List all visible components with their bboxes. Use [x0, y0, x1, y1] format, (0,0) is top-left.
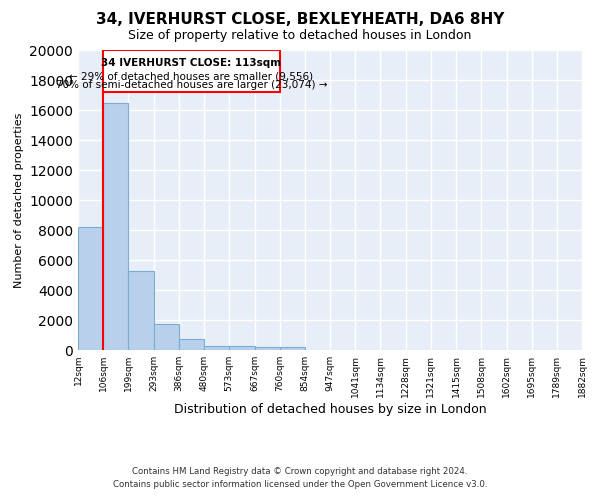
Text: ← 29% of detached houses are smaller (9,556): ← 29% of detached houses are smaller (9,… — [70, 71, 314, 81]
Text: 70% of semi-detached houses are larger (23,074) →: 70% of semi-detached houses are larger (… — [56, 80, 327, 90]
Bar — [254, 347, 280, 350]
FancyBboxPatch shape — [103, 50, 280, 92]
Y-axis label: Number of detached properties: Number of detached properties — [14, 112, 23, 288]
Bar — [128, 270, 154, 350]
Bar — [78, 227, 103, 350]
Bar — [204, 346, 229, 350]
Bar — [103, 102, 128, 350]
Text: Contains HM Land Registry data © Crown copyright and database right 2024.
Contai: Contains HM Land Registry data © Crown c… — [113, 468, 487, 489]
Bar — [154, 324, 179, 350]
Bar — [229, 346, 254, 350]
Bar — [179, 339, 204, 350]
Bar — [280, 347, 305, 350]
Text: Size of property relative to detached houses in London: Size of property relative to detached ho… — [128, 29, 472, 42]
X-axis label: Distribution of detached houses by size in London: Distribution of detached houses by size … — [173, 402, 487, 415]
Text: 34 IVERHURST CLOSE: 113sqm: 34 IVERHURST CLOSE: 113sqm — [101, 58, 281, 68]
Text: 34, IVERHURST CLOSE, BEXLEYHEATH, DA6 8HY: 34, IVERHURST CLOSE, BEXLEYHEATH, DA6 8H… — [96, 12, 504, 28]
